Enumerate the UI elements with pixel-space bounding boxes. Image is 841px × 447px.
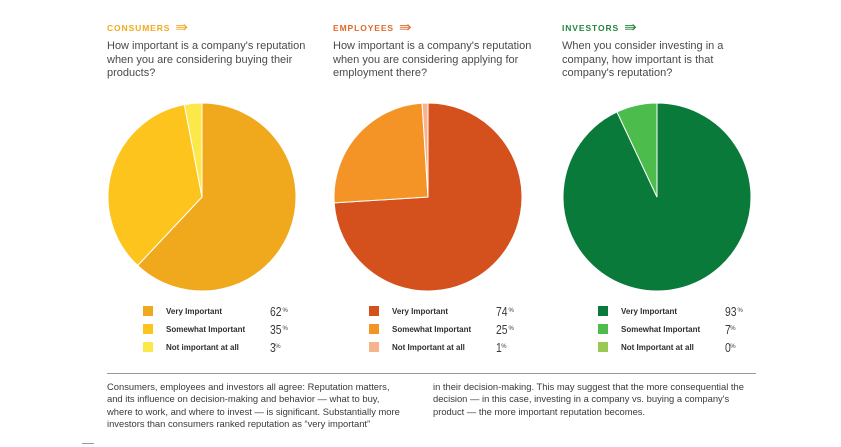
investors-question: When you consider investing in a company…	[562, 40, 724, 79]
legend-label: Somewhat Important	[166, 324, 246, 334]
employees-legend: Very Important 74% Somewhat Important 25…	[369, 302, 549, 356]
legend-value: 3	[270, 339, 276, 355]
legend-row-not-important: Not important at all 3%	[143, 338, 323, 356]
legend-unit: %	[730, 326, 736, 332]
consumers-pie-chart	[107, 102, 297, 292]
legend-label: Very Important	[621, 306, 678, 316]
legend-label: Somewhat Important	[392, 324, 472, 334]
consumers-tag-label: CONSUMERS	[107, 23, 171, 33]
pie-slice-very-important	[562, 102, 752, 292]
pie-slice-somewhat-important	[107, 104, 203, 267]
legend-unit: %	[508, 308, 514, 314]
legend-swatch	[598, 306, 608, 316]
legend-label: Very Important	[166, 306, 223, 316]
divider-rule	[107, 373, 756, 374]
legend-unit: %	[282, 308, 288, 314]
employees-tag-label: EMPLOYEES	[333, 23, 395, 33]
legend-swatch	[369, 342, 379, 352]
investors-tag: INVESTORS ⇛	[562, 19, 637, 36]
legend-label: Not important at all	[166, 342, 239, 352]
double-arrow-right-icon: ⇛	[175, 19, 188, 36]
legend-row-very-important: Very Important 93%	[598, 302, 778, 320]
legend-value: 25	[496, 321, 508, 337]
pie-slice-not-important-at-all	[183, 102, 203, 198]
footer-text-left: Consumers, employees and investors all a…	[107, 381, 400, 430]
footer-text-right: in their decision-making. This may sugge…	[433, 381, 744, 417]
legend-row-very-important: Very Important 62%	[143, 302, 323, 320]
legend-unit: %	[275, 344, 281, 350]
consumers-legend: Very Important 62% Somewhat Important 35…	[143, 302, 323, 356]
legend-value: 93	[725, 303, 737, 319]
legend-value: 0	[725, 339, 731, 355]
legend-unit: %	[282, 326, 288, 332]
legend-unit: %	[501, 344, 507, 350]
legend-swatch	[369, 324, 379, 334]
legend-value: 35	[270, 321, 282, 337]
legend-row-not-important: Not Important at all 1%	[369, 338, 549, 356]
legend-swatch	[369, 306, 379, 316]
legend-unit: %	[508, 326, 514, 332]
legend-row-somewhat-important: Somewhat Important 25%	[369, 320, 549, 338]
double-arrow-right-icon: ⇛	[399, 19, 412, 36]
legend-label: Not Important at all	[392, 342, 465, 352]
legend-swatch	[598, 324, 608, 334]
corner-mark	[82, 443, 94, 444]
legend-swatch	[598, 342, 608, 352]
pie-slice-somewhat-important	[333, 102, 429, 204]
consumers-tag: CONSUMERS ⇛	[107, 19, 188, 36]
pie-slice-very-important	[136, 102, 297, 292]
legend-unit: %	[730, 344, 736, 350]
legend-value: 7	[725, 321, 731, 337]
legend-row-not-important: Not Important at all 0%	[598, 338, 778, 356]
legend-row-very-important: Very Important 74%	[369, 302, 549, 320]
legend-swatch	[143, 306, 153, 316]
investors-pie-chart	[562, 102, 752, 292]
investors-tag-label: INVESTORS	[562, 23, 620, 33]
legend-swatch	[143, 342, 153, 352]
legend-swatch	[143, 324, 153, 334]
double-arrow-right-icon: ⇛	[624, 19, 637, 36]
legend-value: 74	[496, 303, 508, 319]
legend-label: Very Important	[392, 306, 449, 316]
legend-row-somewhat-important: Somewhat Important 35%	[143, 320, 323, 338]
legend-label: Not Important at all	[621, 342, 694, 352]
employees-question: How important is a company's reputation …	[333, 40, 532, 79]
legend-label: Somewhat Important	[621, 324, 701, 334]
legend-row-somewhat-important: Somewhat Important 7%	[598, 320, 778, 338]
consumers-question: How important is a company's reputation …	[107, 40, 306, 79]
pie-slice-not-important-at-all	[421, 102, 429, 198]
pie-slice-somewhat-important	[616, 102, 658, 198]
legend-value: 1	[496, 339, 502, 355]
employees-pie-chart	[333, 102, 523, 292]
legend-value: 62	[270, 303, 282, 319]
investors-legend: Very Important 93% Somewhat Important 7%…	[598, 302, 778, 356]
employees-tag: EMPLOYEES ⇛	[333, 19, 412, 36]
legend-unit: %	[737, 308, 743, 314]
